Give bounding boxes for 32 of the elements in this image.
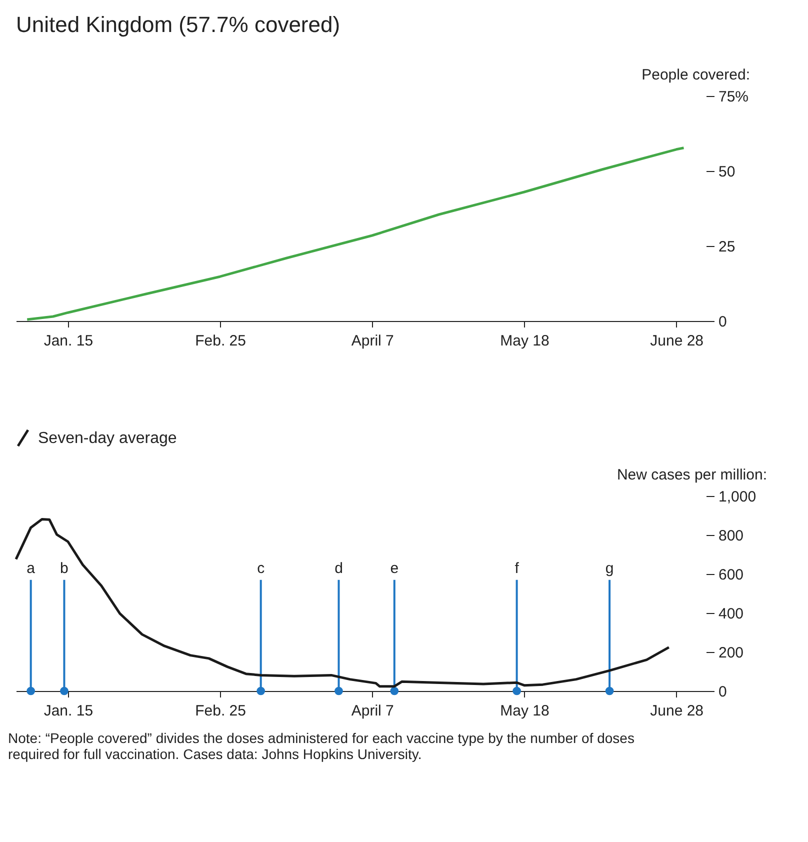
y-tick-label: 25 bbox=[718, 238, 736, 256]
ref-line-label: e bbox=[390, 560, 399, 577]
y-tick-label: 400 bbox=[718, 606, 744, 622]
y-tick-label: 200 bbox=[718, 644, 744, 662]
ref-line-label: f bbox=[514, 560, 520, 577]
ref-line-label: d bbox=[334, 560, 343, 577]
x-tick-label: April 7 bbox=[351, 702, 394, 720]
y-axis-title: People covered: bbox=[642, 66, 750, 84]
y-tick-label: 800 bbox=[718, 528, 744, 544]
y-axis-title: New cases per million: bbox=[616, 466, 767, 484]
ref-line-label: c bbox=[257, 560, 266, 577]
x-tick-label: Feb. 25 bbox=[195, 702, 246, 720]
legend-label: Seven-day average bbox=[38, 430, 177, 447]
ref-line-label: a bbox=[26, 560, 36, 577]
ref-line-label: g bbox=[605, 560, 614, 577]
y-tick-label: 50 bbox=[718, 164, 736, 180]
text: Note: “People covered” divides the doses administered for each vaccine type by the number of doses required for full vaccination. Cases data: Johns Hopkins University. bbox=[8, 730, 634, 762]
x-tick-label: Jan. 15 bbox=[44, 332, 94, 350]
y-tick-label: 0 bbox=[718, 314, 727, 330]
y-tick-label: 0 bbox=[718, 684, 727, 700]
x-tick-label: Feb. 25 bbox=[195, 332, 246, 350]
x-tick-label: June 28 bbox=[650, 702, 704, 720]
x-tick-label: May 18 bbox=[500, 702, 550, 720]
chart-title: United Kingdom (57.7% covered) bbox=[16, 12, 340, 37]
y-tick-label: 75% bbox=[718, 88, 749, 106]
x-tick-label: Jan. 15 bbox=[44, 702, 94, 720]
x-tick-label: April 7 bbox=[351, 332, 394, 350]
y-tick-label: 600 bbox=[718, 566, 744, 584]
y-tick-label: 1,000 bbox=[718, 488, 756, 506]
x-tick-label: May 18 bbox=[500, 332, 550, 350]
x-tick-label: June 28 bbox=[650, 332, 704, 350]
ref-line-label: b bbox=[60, 560, 68, 577]
